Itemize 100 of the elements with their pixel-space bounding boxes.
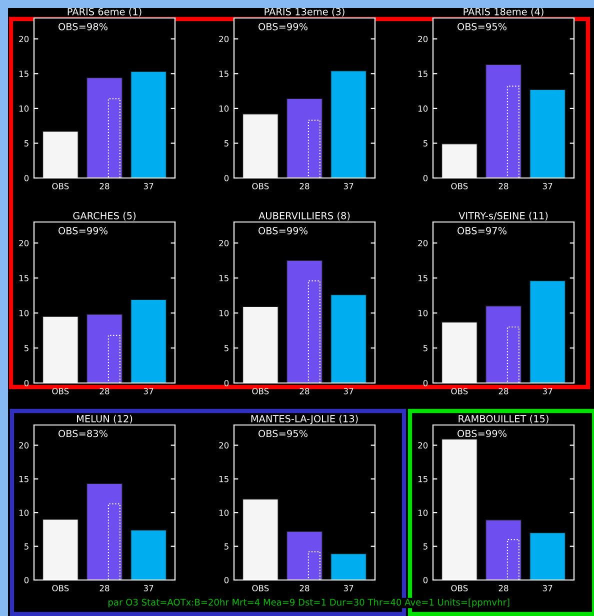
y-tick-label: 15 <box>219 476 228 482</box>
x-tick-label: 37 <box>144 388 154 394</box>
y-tick-label: 5 <box>224 345 228 352</box>
chart-title: GARCHES (5) <box>73 212 136 221</box>
bar <box>530 532 566 580</box>
y-tick-label: 0 <box>224 576 229 584</box>
bar <box>330 553 367 580</box>
bar <box>130 299 167 383</box>
y-tick-label: 15 <box>19 70 28 77</box>
y-tick-label: 20 <box>19 36 29 42</box>
bar <box>486 64 522 178</box>
x-tick-label: 37 <box>344 388 354 394</box>
y-tick-label: 10 <box>19 510 29 516</box>
y-tick-label: 10 <box>219 310 229 316</box>
y-tick-label: 0 <box>24 576 29 584</box>
chart-title: MELUN (12) <box>77 414 132 424</box>
chart-title: AUBERVILLIERS (8) <box>258 212 350 221</box>
annotation: OBS=98% <box>58 22 108 30</box>
y-tick-label: 20 <box>418 442 428 448</box>
bar <box>86 483 122 580</box>
text: par O3 Stat=AOTx:B=20hr Mrt=4 Mea=9 Dst=1 Dur=30 Thr=40 Ave=1 Units=[ppmvhr] <box>108 598 510 608</box>
x-tick-label: 37 <box>144 183 154 190</box>
annotation: OBS=99% <box>258 227 308 234</box>
y-tick-label: 20 <box>219 36 229 42</box>
bar <box>330 70 367 178</box>
y-tick-label: 15 <box>219 70 228 77</box>
x-tick-label: 37 <box>144 585 154 592</box>
x-tick-label: 28 <box>498 585 508 592</box>
x-tick-label: 28 <box>300 585 310 592</box>
x-tick-label: OBS <box>252 388 269 394</box>
y-tick-label: 10 <box>418 105 428 112</box>
chart-title: PARIS 13eme (3) <box>264 8 344 17</box>
x-tick-label: OBS <box>451 388 468 394</box>
x-tick-label: OBS <box>252 585 269 592</box>
annotation: OBS=99% <box>258 22 308 30</box>
y-tick-label: 5 <box>423 345 428 352</box>
x-tick-label: 37 <box>542 585 552 592</box>
y-tick-label: 15 <box>19 476 28 482</box>
x-tick-label: 28 <box>100 388 110 394</box>
annotation: OBS=95% <box>458 22 507 30</box>
y-tick-label: 10 <box>418 310 428 316</box>
y-tick-label: 20 <box>219 240 229 246</box>
annotation: OBS=97% <box>458 227 507 234</box>
y-tick-label: 5 <box>24 140 28 146</box>
y-tick-label: 15 <box>418 476 428 482</box>
bar <box>86 314 122 383</box>
bar <box>286 98 322 178</box>
y-tick-label: 0 <box>24 174 29 182</box>
x-tick-label: OBS <box>52 388 69 394</box>
x-tick-label: 37 <box>344 585 354 592</box>
chart-title: RAMBOUILLET (15) <box>458 414 548 424</box>
x-tick-label: 28 <box>300 183 310 190</box>
x-tick-label: 28 <box>498 388 508 394</box>
y-tick-label: 15 <box>219 275 228 282</box>
x-tick-label: OBS <box>252 183 269 190</box>
annotation: OBS=99% <box>58 227 108 234</box>
y-tick-label: 15 <box>19 275 28 282</box>
y-tick-label: 0 <box>423 174 428 182</box>
y-tick-label: 10 <box>19 105 29 112</box>
annotation: OBS=99% <box>458 430 507 438</box>
y-tick-label: 20 <box>418 36 428 42</box>
y-tick-label: 10 <box>219 510 229 516</box>
chart-title: MANTES-LA-JOLIE (13) <box>251 414 358 424</box>
bar <box>486 520 522 580</box>
bar <box>86 77 122 178</box>
bar <box>286 531 322 580</box>
x-tick-label: 28 <box>300 388 310 394</box>
x-tick-label: 37 <box>542 183 552 190</box>
x-tick-label: 37 <box>344 183 354 190</box>
y-tick-label: 0 <box>423 380 428 386</box>
y-tick-label: 20 <box>219 442 229 448</box>
bar <box>330 294 367 383</box>
x-tick-label: OBS <box>52 183 69 190</box>
bar <box>530 89 566 178</box>
y-tick-label: 15 <box>418 70 428 77</box>
y-tick-label: 5 <box>24 543 28 550</box>
x-tick-label: OBS <box>451 183 468 190</box>
y-tick-label: 15 <box>418 275 428 282</box>
y-tick-label: 20 <box>19 240 29 246</box>
x-tick-label: OBS <box>451 585 468 592</box>
chart-title: PARIS 18eme (4) <box>464 8 544 17</box>
bar <box>286 260 322 383</box>
bar <box>130 530 167 580</box>
y-tick-label: 20 <box>19 442 29 448</box>
x-tick-label: 28 <box>100 585 110 592</box>
y-tick-label: 0 <box>224 174 229 182</box>
bar <box>530 280 566 383</box>
y-tick-label: 0 <box>423 576 428 584</box>
y-tick-label: 5 <box>423 543 428 550</box>
x-tick-label: 28 <box>498 183 508 190</box>
x-tick-label: 28 <box>100 183 110 190</box>
x-tick-label: 37 <box>542 388 552 394</box>
y-tick-label: 5 <box>224 140 228 146</box>
annotation: OBS=95% <box>258 430 308 438</box>
y-tick-label: 10 <box>418 510 428 516</box>
y-tick-label: 10 <box>19 310 29 316</box>
y-tick-label: 0 <box>24 380 29 386</box>
y-tick-label: 10 <box>219 105 229 112</box>
y-tick-label: 0 <box>224 380 229 386</box>
chart-title: VITRY-s/SEINE (11) <box>458 212 548 221</box>
